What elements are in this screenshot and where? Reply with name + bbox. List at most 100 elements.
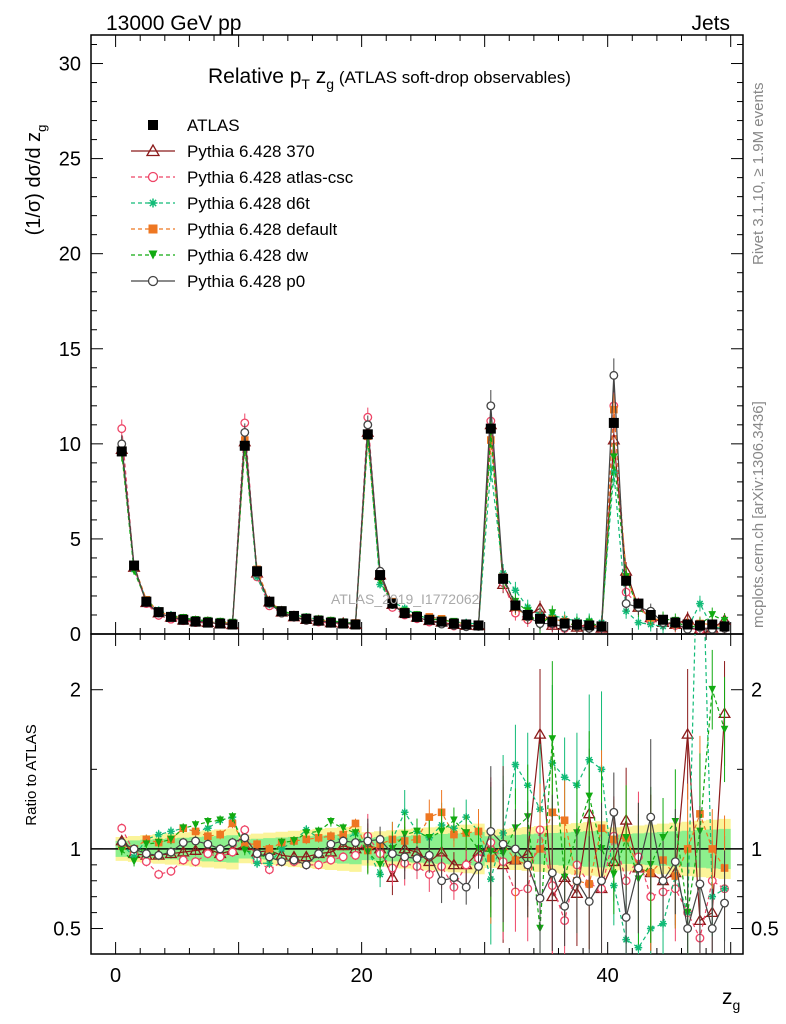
ratio-point	[167, 827, 175, 836]
data-point	[288, 610, 299, 621]
ratio-point	[191, 836, 201, 846]
data-point	[720, 616, 729, 625]
data-point	[621, 599, 631, 609]
ratio-point	[610, 870, 618, 879]
data-point	[511, 586, 520, 595]
data-point	[487, 464, 495, 473]
ratio-point	[363, 836, 373, 846]
ratio-point	[486, 826, 496, 836]
ratio-point	[696, 447, 704, 455]
ratio-point	[216, 816, 224, 825]
title-main: Relative p	[208, 65, 301, 88]
data-point	[165, 611, 176, 622]
ratio-point	[498, 839, 508, 849]
ratio-point	[167, 835, 175, 844]
ratio-point	[413, 827, 421, 836]
data-point	[129, 560, 140, 571]
ratio-point	[179, 824, 188, 833]
ratio-point	[327, 818, 335, 826]
data-point	[301, 613, 312, 624]
data-point	[621, 575, 632, 586]
legend-marker	[145, 143, 161, 157]
ratio-point	[351, 850, 360, 860]
legend-label: Pythia 6.428 dw	[187, 246, 309, 265]
ratio-point	[425, 813, 434, 821]
legend-label: Pythia 6.428 d6t	[187, 194, 310, 213]
ratio-point	[338, 836, 348, 846]
ratio-point	[449, 873, 459, 883]
x-axis-label-sub: g	[733, 997, 741, 1013]
main-data	[115, 358, 731, 634]
ratio-point	[189, 843, 202, 855]
ratio-ytick-label: 0.5	[53, 919, 81, 941]
data-point	[264, 596, 275, 607]
ratio-line	[121, 827, 725, 940]
data-point	[608, 417, 619, 428]
ratio-point	[130, 857, 138, 866]
data-point	[252, 566, 263, 577]
ratio-point	[228, 819, 237, 828]
data-point	[473, 620, 484, 631]
data-point	[719, 621, 730, 632]
data-point	[658, 614, 669, 625]
x-axis-label-text: z	[722, 986, 733, 1009]
main-ytick-label: 5	[70, 529, 81, 551]
data-point	[548, 609, 557, 617]
data-point	[610, 468, 618, 477]
data-point	[510, 600, 521, 611]
ratio-point	[351, 829, 360, 837]
ratio-point	[659, 919, 667, 928]
ratio-point	[695, 879, 705, 889]
main-ytick-label: 15	[59, 339, 81, 361]
main-ylabel-sub: g	[34, 125, 49, 132]
ratio-point	[264, 852, 274, 862]
ratio-point	[228, 838, 237, 848]
x-tick-label: 20	[351, 965, 373, 987]
ratio-point	[720, 898, 729, 908]
ratio-point	[437, 876, 447, 886]
title-main-sub: T	[301, 76, 310, 92]
ratio-point	[204, 824, 212, 833]
ratio-point	[240, 825, 250, 835]
data-point	[313, 615, 324, 626]
ratio-point	[314, 827, 323, 836]
ratio-point	[659, 833, 667, 842]
data-point	[227, 619, 238, 630]
ratio-line	[121, 634, 725, 949]
ratio-point	[154, 830, 163, 839]
data-point	[522, 609, 533, 620]
data-point	[696, 599, 704, 608]
ratio-data	[115, 447, 731, 954]
ratio-point	[154, 838, 163, 847]
data-point	[153, 607, 164, 618]
ratio-point	[533, 727, 547, 739]
ratio-point	[351, 819, 360, 828]
ratio-point	[314, 849, 324, 859]
ratio-point	[141, 857, 151, 867]
ratio-point	[204, 818, 212, 826]
legend-label: Pythia 6.428 default	[187, 220, 338, 239]
ratio-point	[339, 824, 347, 833]
data-point	[707, 619, 718, 630]
data-point	[694, 620, 705, 631]
data-point	[141, 596, 152, 607]
main-panel: 0 5 10 15 20 25 30	[59, 34, 744, 646]
data-point	[461, 619, 472, 630]
data-point	[350, 619, 361, 630]
ratio-point	[191, 827, 200, 836]
ratio-point	[387, 849, 397, 859]
ratio-point	[178, 838, 188, 848]
ratio-point	[302, 835, 311, 844]
ratio-point	[277, 845, 286, 853]
ratio-point	[634, 943, 643, 952]
ratio-point	[597, 876, 606, 886]
ratio-ytick-label-right: 0.5	[751, 919, 779, 941]
data-point	[202, 617, 213, 628]
ratio-point	[117, 838, 127, 848]
ratio-point	[253, 859, 261, 868]
ratio-point	[216, 830, 224, 839]
ratio-point	[572, 876, 582, 886]
ratio-point	[252, 849, 262, 859]
ratio-point	[461, 860, 471, 870]
